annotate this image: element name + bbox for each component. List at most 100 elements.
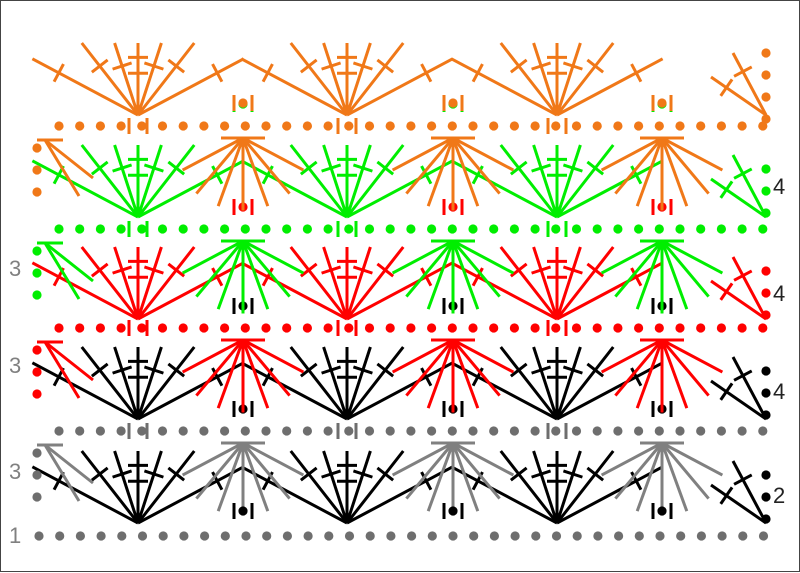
stitch-crossbar [376, 362, 395, 378]
chain-stitch [32, 290, 42, 300]
chain-stitch [385, 323, 395, 333]
stitch-crossbar [90, 160, 109, 176]
chain-stitch [551, 224, 561, 234]
chain-stitch [510, 531, 520, 541]
stitch-post [405, 137, 455, 195]
chain-stitch [157, 323, 168, 333]
chain-stitch [364, 426, 375, 436]
chain-stitch [571, 224, 582, 234]
stitch-crossbar [112, 61, 133, 71]
stitch-post [451, 442, 480, 512]
single-crochet-group [546, 118, 568, 134]
chain-stitch [447, 121, 457, 131]
stitch-post [113, 42, 140, 116]
chain-stitch [75, 531, 85, 541]
chain-stitch [613, 224, 623, 234]
stitch-crossbar [562, 61, 583, 71]
chain-stitch [407, 531, 417, 541]
stitch-post [661, 441, 724, 477]
stitch-post [556, 261, 664, 321]
chain-stitch [761, 492, 771, 502]
stitch-crossbar [299, 160, 318, 176]
stitch-post [345, 246, 405, 320]
chain-stitch [116, 426, 126, 436]
stitch-crossbar [733, 473, 753, 486]
stitch-post [137, 57, 245, 117]
stitch-crossbar [376, 160, 395, 176]
stitch-post [241, 240, 291, 298]
chain-stitch [716, 426, 727, 436]
stitch-post [391, 239, 454, 275]
single-crochet-group [442, 298, 464, 314]
stitch-crossbar [352, 469, 373, 479]
chain-stitch [758, 121, 768, 131]
stitch-post [452, 441, 515, 477]
stitch-post [555, 246, 582, 320]
stitch-post [731, 460, 768, 524]
stitch-post [555, 450, 582, 524]
stitch-post [136, 450, 196, 524]
shell-fan [240, 144, 454, 219]
chain-stitch [761, 410, 771, 420]
stitch-crossbar [531, 469, 552, 479]
chain-stitch [157, 224, 168, 234]
shell-fan [391, 338, 515, 413]
stitch-post [241, 442, 291, 500]
stitch-post [661, 239, 724, 275]
shell-fan [31, 346, 245, 421]
stitch-post [346, 57, 454, 117]
chain-stitch [427, 121, 437, 131]
stitch-crossbar [376, 466, 395, 482]
chain-stitch [365, 531, 375, 541]
stitch-crossbar [167, 160, 186, 176]
chain-stitch [406, 224, 416, 234]
chain-stitch [447, 224, 457, 234]
stitch-crossbar [376, 58, 395, 74]
stitch-post [241, 240, 270, 310]
chain-stitch [657, 506, 667, 516]
chain-stitch [220, 531, 230, 541]
stitch-crossbar [630, 471, 643, 491]
stitch-post [450, 159, 558, 219]
stitch-crossbar [719, 282, 734, 301]
half-fan-left [37, 241, 94, 300]
stitch-post [710, 279, 767, 321]
stitch-post [532, 42, 559, 116]
stitch-post [635, 240, 664, 310]
chain-stitch [489, 224, 499, 234]
stitch-post [113, 346, 140, 420]
stitch-post [137, 261, 245, 321]
chain-stitch [761, 92, 771, 102]
stitch-crossbar [90, 262, 109, 278]
stitch-crossbar [562, 265, 583, 275]
chain-row [54, 426, 768, 436]
chain-stitch [696, 121, 706, 131]
stitch-post [499, 450, 559, 524]
stitch-post [113, 450, 140, 524]
stitch-post [289, 144, 349, 218]
chain-stitch [282, 323, 292, 333]
shell-fan [240, 450, 454, 525]
stitch-post [600, 338, 663, 374]
stitch-post [710, 75, 767, 117]
chain-stitch [54, 121, 64, 131]
stitch-post [660, 240, 689, 310]
single-crochet-group [127, 221, 149, 237]
stitch-post [556, 159, 664, 219]
chain-row [54, 323, 768, 333]
stitch-post [195, 137, 245, 195]
stitch-post [43, 242, 81, 300]
chain-stitch [696, 323, 706, 333]
chain-stitch [96, 531, 106, 541]
stitch-post [241, 339, 270, 409]
stitch-post [195, 442, 245, 500]
chain-stitch [32, 268, 42, 278]
turning-chain [32, 345, 771, 420]
chain-stitch [737, 426, 747, 436]
stitch-post [43, 341, 81, 399]
chain-stitch [448, 98, 458, 108]
stitch-crossbar [719, 180, 734, 199]
chain-stitch [571, 323, 582, 333]
stitch-post [532, 144, 559, 218]
chain-stitch [530, 121, 540, 131]
